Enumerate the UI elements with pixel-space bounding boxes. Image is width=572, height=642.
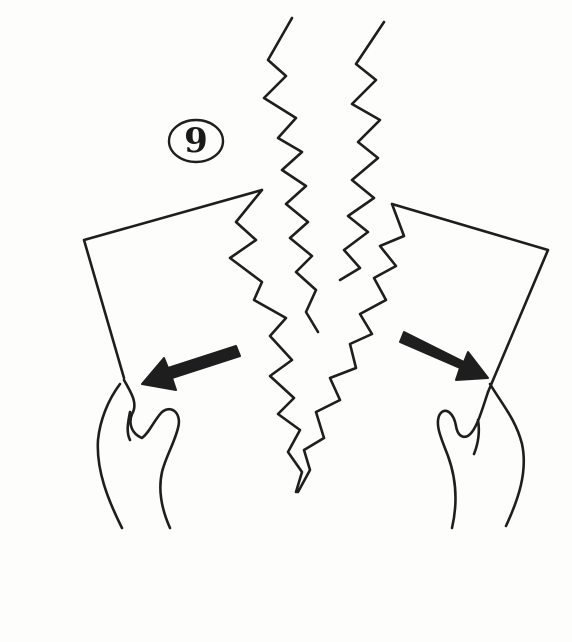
step-number-badge: 9 xyxy=(166,117,226,165)
left-paper-half xyxy=(82,188,304,494)
step-number: 9 xyxy=(184,121,208,161)
right-tear-motion-line xyxy=(338,20,386,282)
right-arrow-icon xyxy=(399,331,489,381)
left-arrow-icon xyxy=(141,345,241,391)
left-hand-icon xyxy=(96,378,181,530)
left-tear-motion-line xyxy=(262,16,320,334)
right-paper-half xyxy=(296,202,550,494)
right-hand-icon xyxy=(436,382,526,530)
